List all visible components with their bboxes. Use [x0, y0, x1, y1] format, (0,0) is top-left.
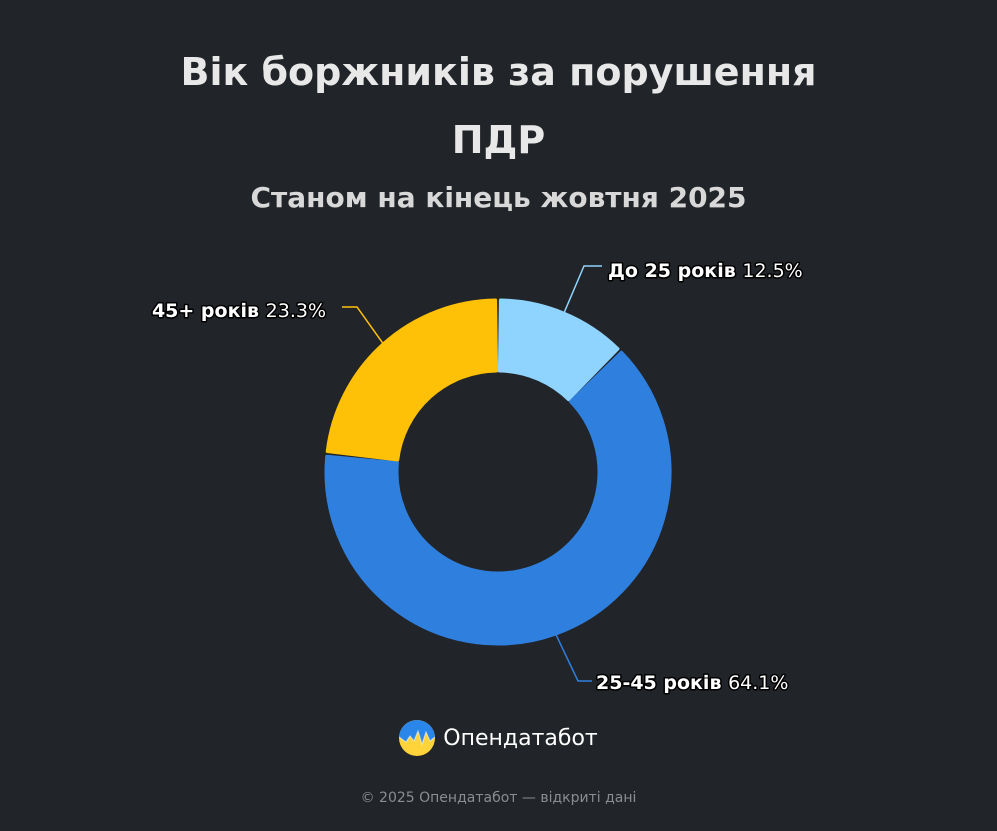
slice-45-plus — [325, 298, 499, 462]
chart-title-line-2: ПДР — [451, 118, 546, 162]
brand-name: Опендатабот — [443, 725, 598, 751]
slice-under-25-label-name: До 25 років — [608, 260, 742, 282]
slice-25-45-label-name: 25-45 років — [596, 672, 728, 694]
slice-25-45-leader-line — [553, 630, 592, 682]
chart-title-line-1: Вік боржників за порушення — [180, 50, 817, 94]
slice-45-plus-leader-line — [342, 306, 387, 348]
chart-subtitle: Станом на кінець жовтня 2025 — [250, 181, 747, 214]
opendatabot-logo-icon — [399, 720, 436, 756]
slice-25-45-label: 25-45 років 64.1% — [596, 672, 788, 694]
slice-under-25 — [497, 298, 620, 402]
slice-45-plus-label: 45+ років 23.3% — [152, 300, 326, 322]
slice-45-plus-label-value: 23.3% — [266, 300, 326, 322]
slice-under-25-label: До 25 років 12.5% — [608, 260, 803, 282]
slice-45-plus-label-name: 45+ років — [152, 300, 266, 322]
footer-copyright: © 2025 Опендатабот — відкриті дані — [360, 790, 637, 806]
slice-25-45-label-value: 64.1% — [728, 672, 788, 694]
slice-under-25-label-value: 12.5% — [742, 260, 802, 282]
slice-25-45 — [324, 350, 672, 646]
brand: Опендатабот — [0, 720, 997, 756]
slice-under-25-leader-line — [561, 265, 602, 318]
